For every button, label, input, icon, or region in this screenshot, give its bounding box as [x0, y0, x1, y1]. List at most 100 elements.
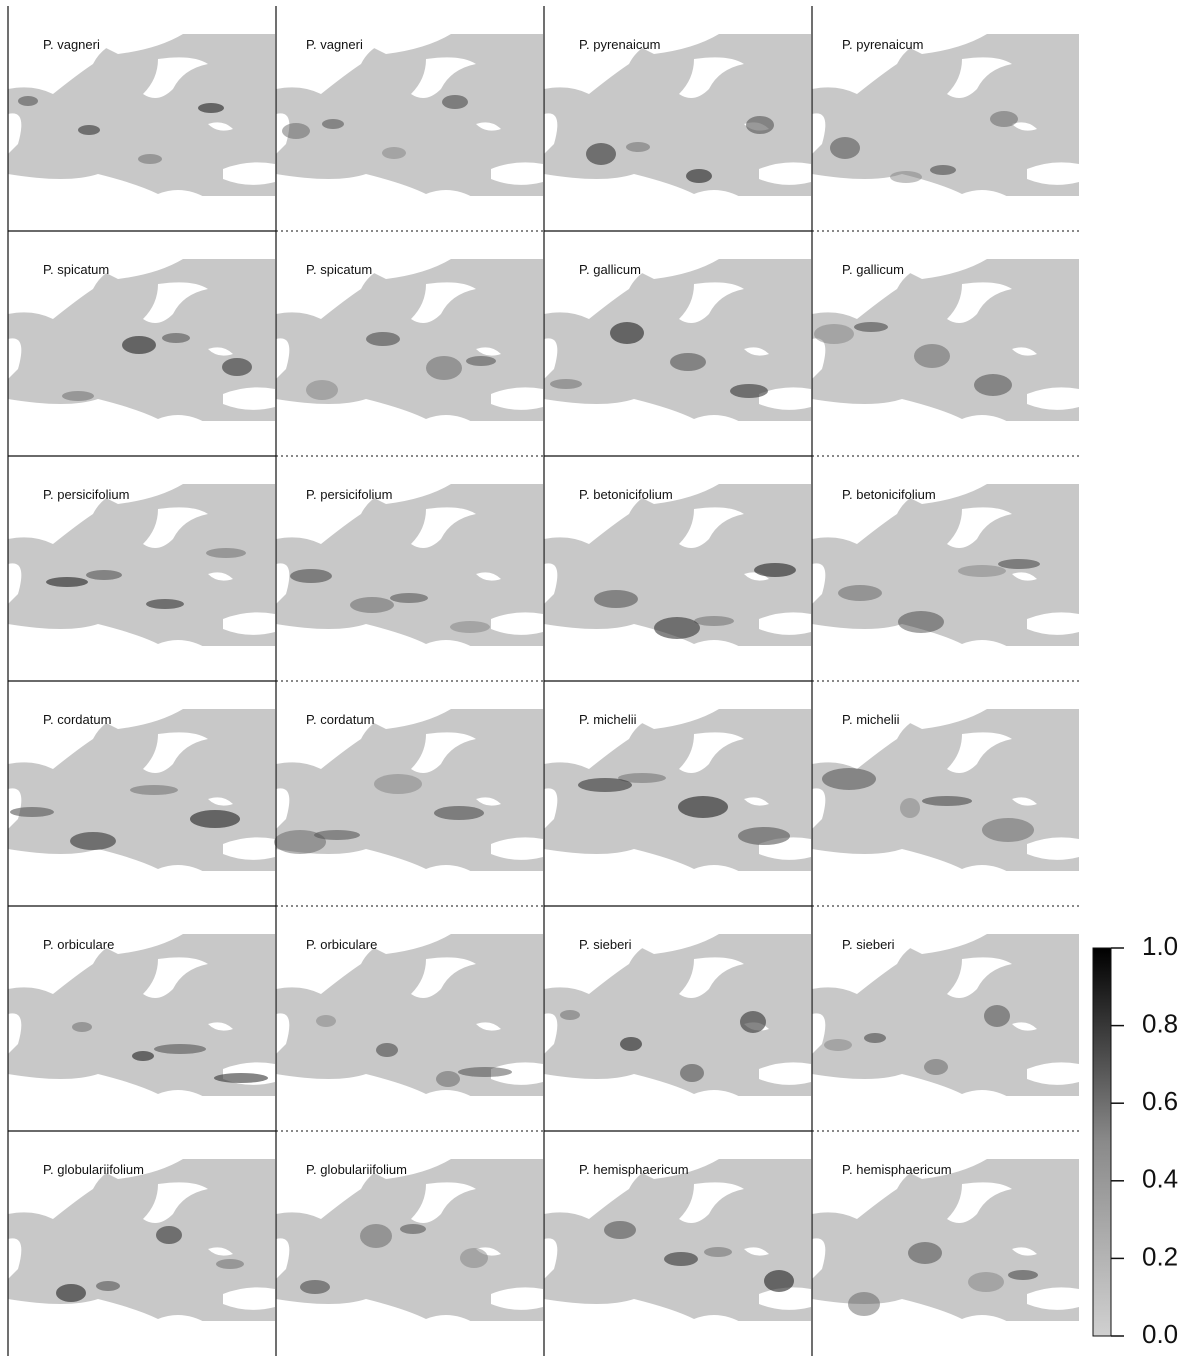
map [8, 34, 275, 204]
map-panel: P. cordatum [274, 709, 543, 879]
map-panel: P. cordatum [8, 709, 275, 879]
panel-label: P. michelii [842, 712, 900, 727]
suitability-patch [958, 565, 1006, 577]
suitability-patch [436, 1071, 460, 1087]
suitability-patch [390, 593, 428, 603]
map [8, 1159, 275, 1329]
suitability-patch [594, 590, 638, 608]
suitability-patch [730, 384, 768, 398]
map-panel: P. pyrenaicum [544, 34, 811, 204]
panel-label: P. persicifolium [306, 487, 392, 502]
map [812, 934, 1079, 1104]
map [276, 484, 543, 654]
suitability-patch [442, 95, 468, 109]
panel-label: P. betonicifolium [842, 487, 936, 502]
map-panel: P. gallicum [812, 259, 1079, 429]
suitability-patch [686, 169, 712, 183]
map-panel: P. sieberi [812, 934, 1079, 1104]
suitability-patch [824, 1039, 852, 1051]
panel-label: P. sieberi [579, 937, 632, 952]
suitability-patch [848, 1292, 880, 1316]
suitability-patch [282, 123, 310, 139]
suitability-patch [922, 796, 972, 806]
panel-label: P. gallicum [842, 262, 904, 277]
panel-label: P. sieberi [842, 937, 895, 952]
colorbar-tick-label: 0.0 [1142, 1319, 1178, 1349]
suitability-patch [822, 768, 876, 790]
suitability-patch [382, 147, 406, 159]
panel-label: P. cordatum [43, 712, 111, 727]
panel-label: P. gallicum [579, 262, 641, 277]
suitability-patch [550, 379, 582, 389]
suitability-patch [982, 818, 1034, 842]
panel-label: P. cordatum [306, 712, 374, 727]
suitability-patch [86, 570, 122, 580]
suitability-patch [190, 810, 240, 828]
suitability-patch [604, 1221, 636, 1239]
map [544, 709, 811, 879]
panel-label: P. betonicifolium [579, 487, 673, 502]
colorbar-tick-label: 0.4 [1142, 1164, 1178, 1194]
figure: P. vagneriP. vagneriP. pyrenaicumP. pyre… [0, 0, 1196, 1356]
map-panel: P. betonicifolium [812, 484, 1079, 654]
suitability-patch [680, 1064, 704, 1082]
map-panel: P. michelii [812, 709, 1079, 879]
suitability-patch [78, 125, 100, 135]
panel-label: P. persicifolium [43, 487, 129, 502]
map-panel: P. hemisphaericum [544, 1159, 811, 1329]
suitability-patch [890, 171, 922, 183]
map [544, 1159, 811, 1329]
suitability-patch [1008, 1270, 1038, 1280]
panel-label: P. pyrenaicum [842, 37, 923, 52]
suitability-patch [830, 137, 860, 159]
map [276, 259, 543, 429]
suitability-patch [322, 119, 344, 129]
panel-label: P. hemisphaericum [579, 1162, 689, 1177]
suitability-patch [460, 1248, 488, 1268]
suitability-patch [198, 103, 224, 113]
panel-label: P. vagneri [43, 37, 100, 52]
map-panel: P. michelii [544, 709, 811, 879]
suitability-patch [214, 1073, 268, 1083]
map [276, 34, 543, 204]
suitability-patch [838, 585, 882, 601]
suitability-patch [586, 143, 616, 165]
suitability-patch [984, 1005, 1010, 1027]
panel-label: P. globulariifolium [306, 1162, 407, 1177]
suitability-patch [764, 1270, 794, 1292]
suitability-patch [366, 332, 400, 346]
suitability-patch [626, 142, 650, 152]
suitability-patch [376, 1043, 398, 1057]
map-panel: P. globulariifolium [276, 1159, 543, 1329]
map-panel: P. gallicum [544, 259, 811, 429]
suitability-patch [466, 356, 496, 366]
map [544, 934, 811, 1104]
suitability-patch [908, 1242, 942, 1264]
suitability-patch [350, 597, 394, 613]
suitability-patch [130, 785, 178, 795]
suitability-patch [138, 154, 162, 164]
map-panel: P. persicifolium [276, 484, 543, 654]
suitability-patch [290, 569, 332, 583]
map-panel: P. spicatum [276, 259, 543, 429]
suitability-patch [694, 616, 734, 626]
suitability-patch [450, 621, 490, 633]
suitability-patch [914, 344, 950, 368]
suitability-patch [146, 599, 184, 609]
suitability-patch [216, 1259, 244, 1269]
suitability-patch [654, 617, 700, 639]
suitability-patch [620, 1037, 642, 1051]
suitability-patch [316, 1015, 336, 1027]
map-panel: P. betonicifolium [544, 484, 811, 654]
suitability-patch [274, 830, 326, 854]
suitability-patch [222, 358, 252, 376]
suitability-patch [578, 778, 632, 792]
suitability-patch [898, 611, 944, 633]
suitability-patch [70, 832, 116, 850]
suitability-patch [678, 796, 728, 818]
suitability-patch [374, 774, 422, 794]
suitability-patch [814, 324, 854, 344]
colorbar-tick-label: 1.0 [1142, 931, 1178, 961]
map-panel: P. spicatum [8, 259, 275, 429]
suitability-patch [458, 1067, 512, 1077]
